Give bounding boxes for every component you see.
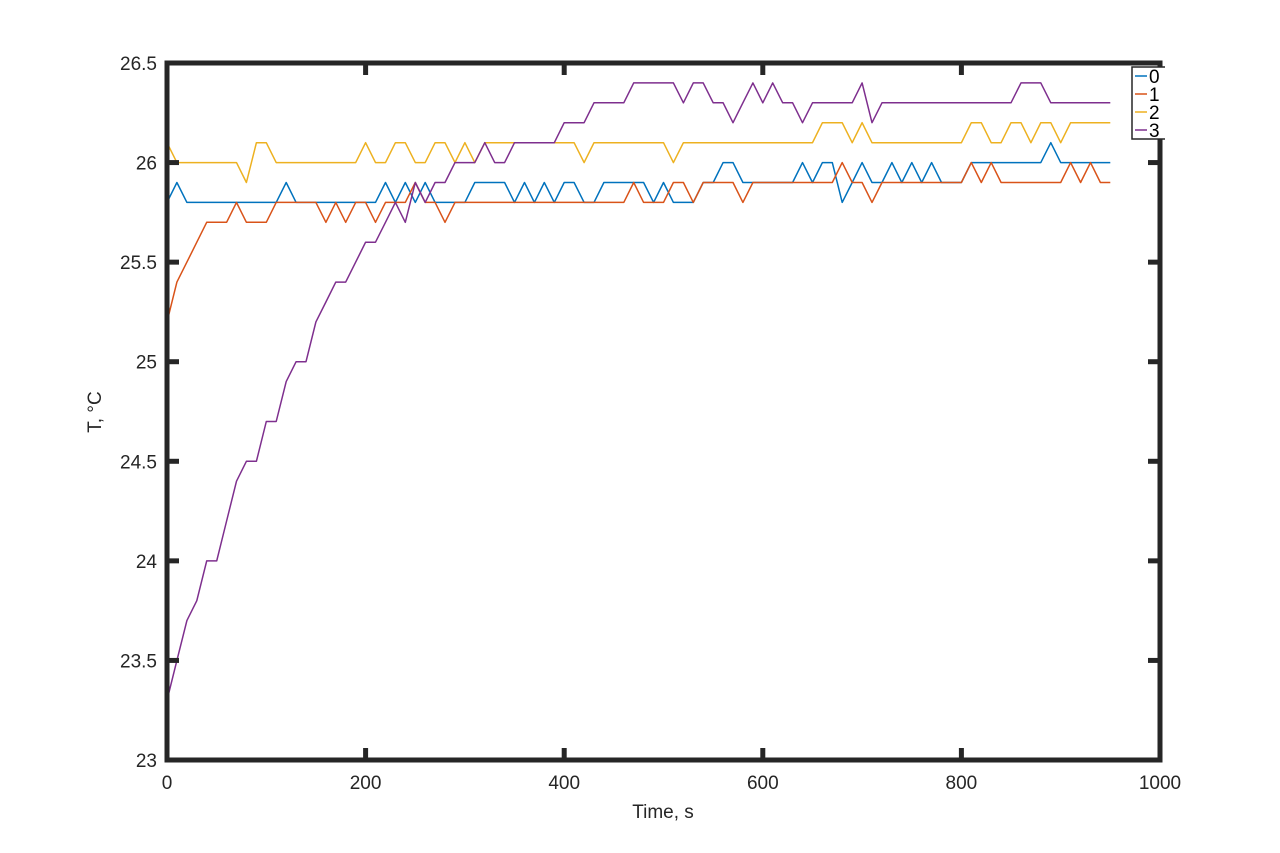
legend-label-0: 0 [1149,67,1160,88]
x-tick-label: 200 [350,773,382,794]
y-tick-label: 26.5 [120,54,157,75]
series-line-3 [166,82,1111,701]
y-axis-label: T, °C [85,391,106,432]
legend-box [1131,66,1165,140]
y-tick-label: 25 [136,353,157,374]
y-tick-label: 26 [136,154,157,175]
x-tick-label: 1000 [1139,773,1181,794]
legend-label-1: 1 [1149,85,1160,106]
x-tick-label: 600 [747,773,779,794]
x-axis-label: Time, s [632,802,694,823]
y-tick-label: 23.5 [120,651,157,672]
y-tick-label: 24 [136,552,158,573]
series-layer [166,82,1111,701]
y-tick-label: 25.5 [120,253,157,274]
x-tick-label: 400 [548,773,580,794]
y-tick-label: 23 [136,751,157,772]
y-tick-label: 24.5 [120,452,157,473]
legend-label-2: 2 [1149,103,1160,124]
series-line-1 [166,161,1111,323]
legend-label-3: 3 [1149,121,1160,142]
plot-area [167,63,1160,760]
axes-box [164,60,1163,763]
x-tick-label: 0 [162,773,173,794]
x-tick-label: 800 [946,773,978,794]
series-line-2 [166,121,1111,184]
